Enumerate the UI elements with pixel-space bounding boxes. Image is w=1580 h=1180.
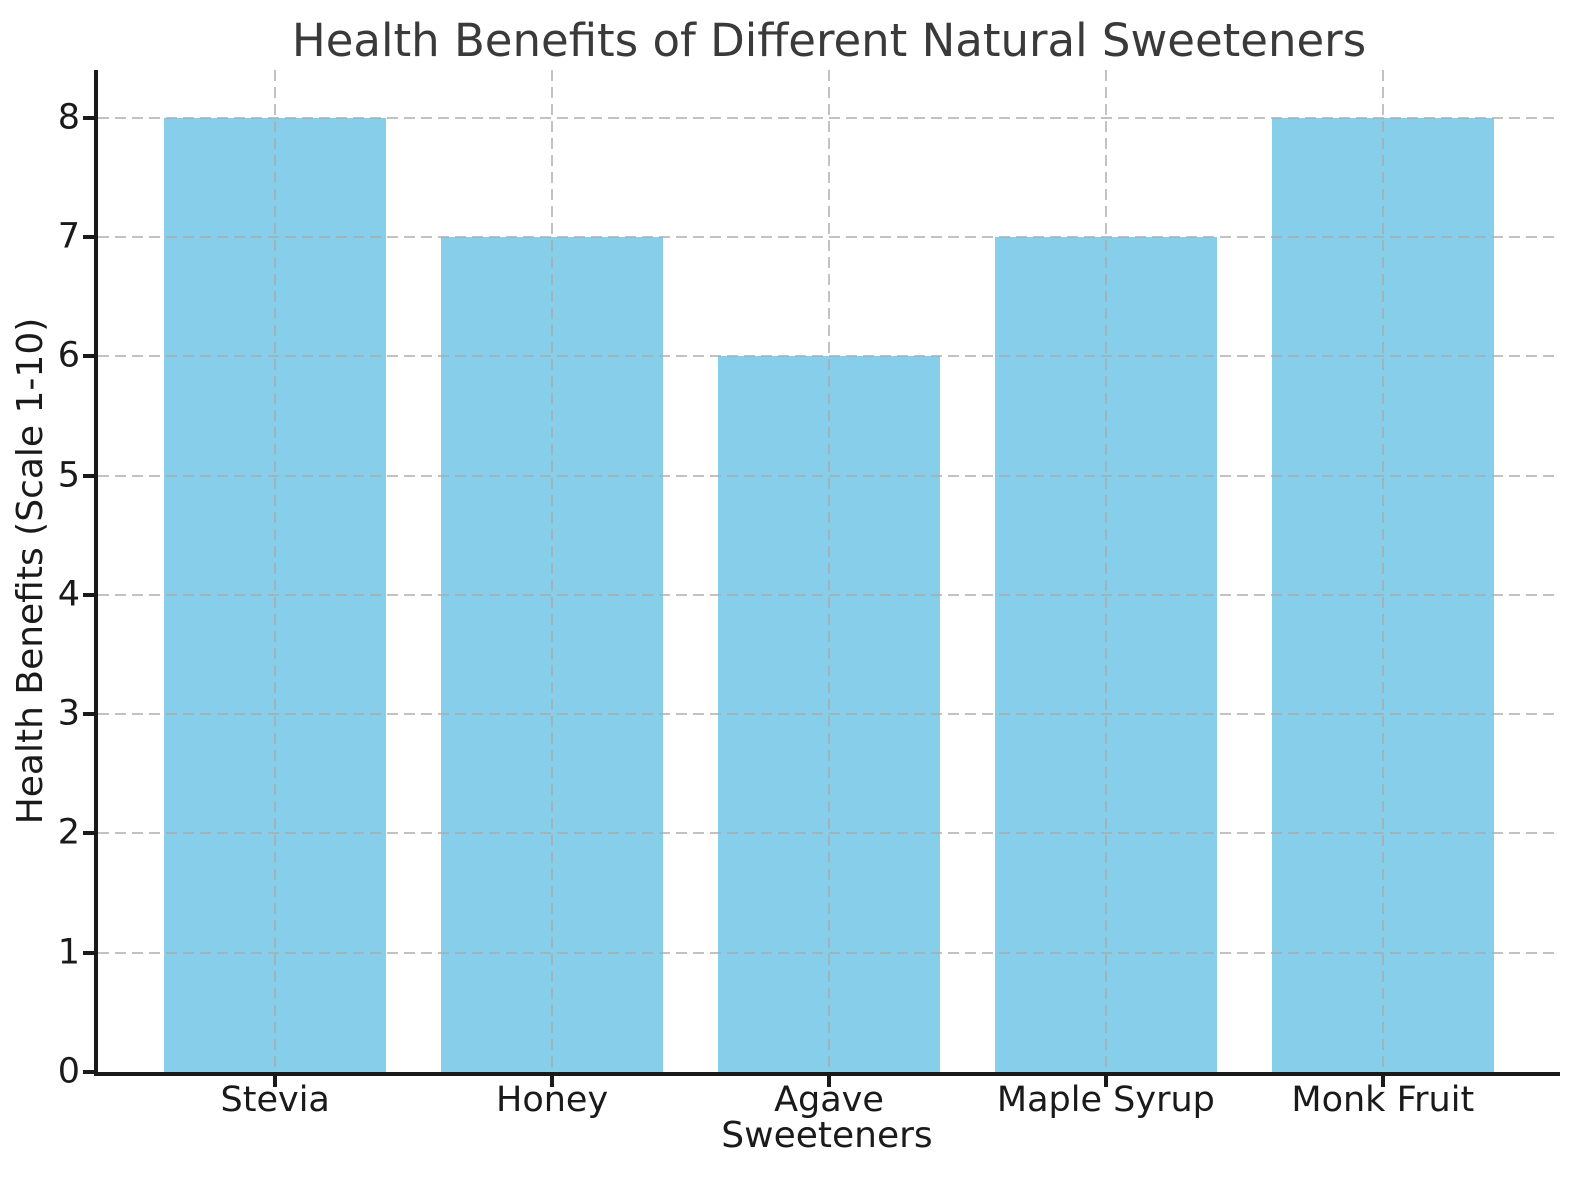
y-tick-mark-1: [83, 950, 94, 955]
x-tick-mark-maple-syrup: [1103, 1076, 1108, 1087]
y-tick-label-8: 8: [57, 97, 80, 138]
x-tick-label-agave: Agave: [774, 1080, 884, 1120]
y-tick-label-1: 1: [57, 932, 80, 973]
x-tick-mark-monk-fruit: [1380, 1076, 1385, 1087]
x-axis-label: Sweeteners: [721, 1115, 933, 1156]
y-axis-label: Health Benefits (Scale 1-10): [10, 317, 51, 825]
x-tick-mark-agave: [827, 1076, 831, 1087]
ticks-layer: 0 1 2 3 4 5 6 7 8 Stevia Honey Agave Maple Syrup Monk…: [58, 70, 1560, 1118]
y-tick-label-6: 6: [57, 335, 80, 376]
x-tick-mark-honey: [550, 1076, 555, 1087]
y-tick-label-5: 5: [57, 455, 80, 496]
x-tick-label-stevia: Stevia: [220, 1080, 330, 1120]
y-tick-label-4: 4: [57, 574, 80, 615]
y-tick-label-0: 0: [57, 1051, 80, 1092]
plot-area: 0 1 2 3 4 5 6 7 8 Stevia Honey Agave Maple Syrup Monk…: [58, 70, 1560, 1154]
x-tick-label-maple-syrup: Maple Syrup: [996, 1080, 1215, 1120]
y-tick-label-7: 7: [57, 216, 80, 257]
y-tick-mark-4: [83, 592, 94, 597]
y-tick-label-2: 2: [57, 812, 80, 853]
y-tick-label-3: 3: [57, 693, 80, 734]
y-tick-mark-0: [83, 1070, 94, 1074]
y-tick-mark-7: [83, 235, 94, 239]
y-tick-mark-8: [83, 115, 94, 120]
y-tick-mark-5: [83, 473, 94, 478]
x-tick-label-honey: Honey: [496, 1080, 609, 1120]
y-tick-mark-3: [83, 712, 94, 717]
y-tick-mark-6: [83, 354, 94, 359]
chart-title: Health Benefits of Different Natural Swe…: [291, 14, 1367, 67]
x-tick-mark-stevia: [273, 1076, 278, 1087]
y-tick-mark-2: [83, 831, 94, 836]
x-tick-label-monk-fruit: Monk Fruit: [1291, 1080, 1475, 1120]
